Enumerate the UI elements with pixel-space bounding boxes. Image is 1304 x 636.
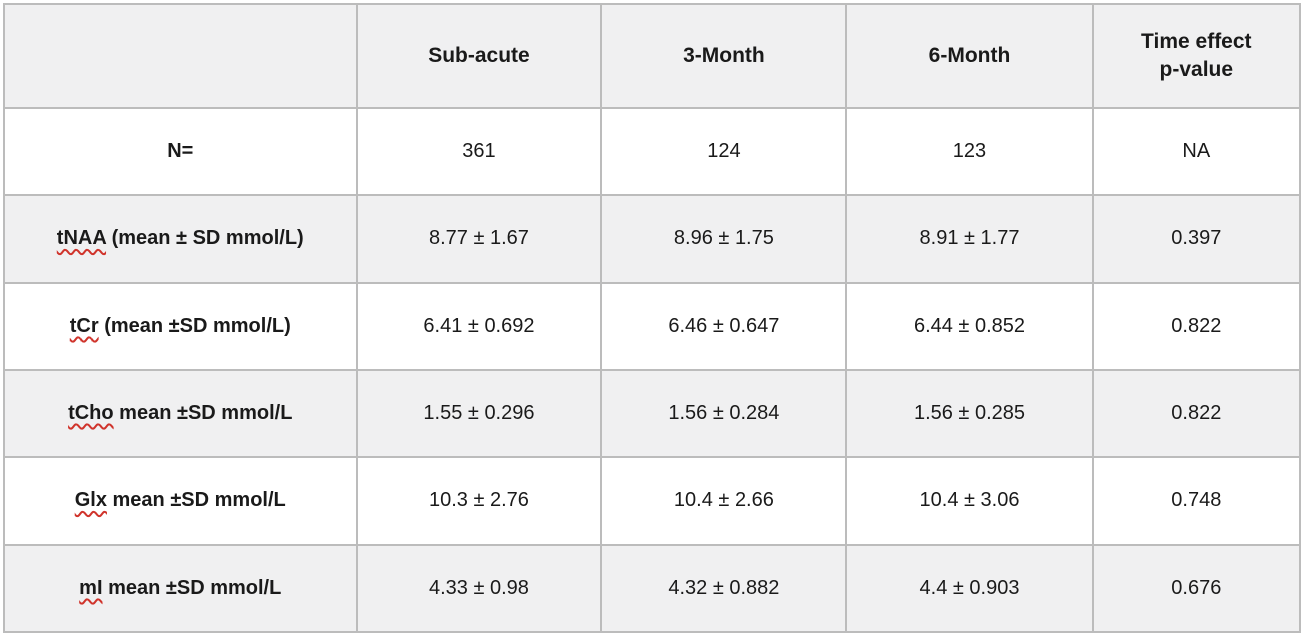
row-label-term: tCr <box>69 314 99 337</box>
row-label-tcho: tCho mean ±SD mmol/L <box>3 368 358 459</box>
row-label-rest: (mean ±SD mmol/L) <box>98 314 291 337</box>
cell-mi-p-value: 0.676 <box>1091 543 1302 634</box>
cell-tnaa-p-value: 0.397 <box>1091 194 1302 284</box>
cell-glx-3-month: 10.4 ± 2.66 <box>600 456 848 546</box>
column-header-6-month: 6-Month <box>845 3 1094 109</box>
cell-tnaa-6-month: 8.91 ± 1.77 <box>845 194 1094 284</box>
row-label-term: mI <box>79 576 103 599</box>
table-row-glx: Glx mean ±SD mmol/L 10.3 ± 2.76 10.4 ± 2… <box>3 456 1302 546</box>
row-label-term: tCho <box>68 402 114 425</box>
table-row-n: N= 361 124 123 NA <box>3 106 1302 197</box>
table-row-tnaa: tNAA (mean ± SD mmol/L) 8.77 ± 1.67 8.96… <box>3 194 1302 284</box>
row-label-rest: mean ±SD mmol/L <box>106 489 286 512</box>
column-header-sub-acute: Sub-acute <box>355 3 603 109</box>
row-label-glx: Glx mean ±SD mmol/L <box>3 456 358 546</box>
row-label-rest: mean ±SD mmol/L <box>113 402 293 425</box>
column-header-3-month: 3-Month <box>600 3 848 109</box>
cell-mi-sub-acute: 4.33 ± 0.98 <box>355 543 603 634</box>
cell-tcho-p-value: 0.822 <box>1091 368 1302 459</box>
cell-tnaa-3-month: 8.96 ± 1.75 <box>600 194 848 284</box>
cell-tcho-6-month: 1.56 ± 0.285 <box>845 368 1094 459</box>
cell-tcr-p-value: 0.822 <box>1091 281 1302 371</box>
table-row-tcho: tCho mean ±SD mmol/L 1.55 ± 0.296 1.56 ±… <box>3 368 1302 459</box>
cell-tcho-sub-acute: 1.55 ± 0.296 <box>355 368 603 459</box>
row-label-n: N= <box>3 106 358 197</box>
cell-n-3-month: 124 <box>600 106 848 197</box>
cell-n-6-month: 123 <box>845 106 1094 197</box>
row-label-term: Glx <box>74 489 107 512</box>
metabolite-results-table: Sub-acute 3-Month 6-Month Time effect p-… <box>3 3 1302 634</box>
cell-n-p-value: NA <box>1091 106 1302 197</box>
row-label-term: N= <box>167 140 194 163</box>
cell-tcr-6-month: 6.44 ± 0.852 <box>845 281 1094 371</box>
cell-tcho-3-month: 1.56 ± 0.284 <box>600 368 848 459</box>
row-label-rest: mean ±SD mmol/L <box>102 576 282 599</box>
cell-n-sub-acute: 361 <box>355 106 603 197</box>
row-label-rest: (mean ± SD mmol/L) <box>106 227 304 250</box>
row-label-tnaa: tNAA (mean ± SD mmol/L) <box>3 194 358 284</box>
cell-glx-6-month: 10.4 ± 3.06 <box>845 456 1094 546</box>
row-label-term: tNAA <box>56 227 107 250</box>
cell-tcr-sub-acute: 6.41 ± 0.692 <box>355 281 603 371</box>
table-row-tcr: tCr (mean ±SD mmol/L) 6.41 ± 0.692 6.46 … <box>3 281 1302 371</box>
column-header-time-effect-p-value: Time effect p-value <box>1091 3 1302 109</box>
cell-mi-3-month: 4.32 ± 0.882 <box>600 543 848 634</box>
cell-mi-6-month: 4.4 ± 0.903 <box>845 543 1094 634</box>
table-row-mi: mI mean ±SD mmol/L 4.33 ± 0.98 4.32 ± 0.… <box>3 543 1302 634</box>
row-label-tcr: tCr (mean ±SD mmol/L) <box>3 281 358 371</box>
corner-blank-cell <box>3 3 358 109</box>
cell-glx-p-value: 0.748 <box>1091 456 1302 546</box>
cell-glx-sub-acute: 10.3 ± 2.76 <box>355 456 603 546</box>
cell-tnaa-sub-acute: 8.77 ± 1.67 <box>355 194 603 284</box>
cell-tcr-3-month: 6.46 ± 0.647 <box>600 281 848 371</box>
header-row: Sub-acute 3-Month 6-Month Time effect p-… <box>3 3 1302 109</box>
row-label-mi: mI mean ±SD mmol/L <box>3 543 358 634</box>
